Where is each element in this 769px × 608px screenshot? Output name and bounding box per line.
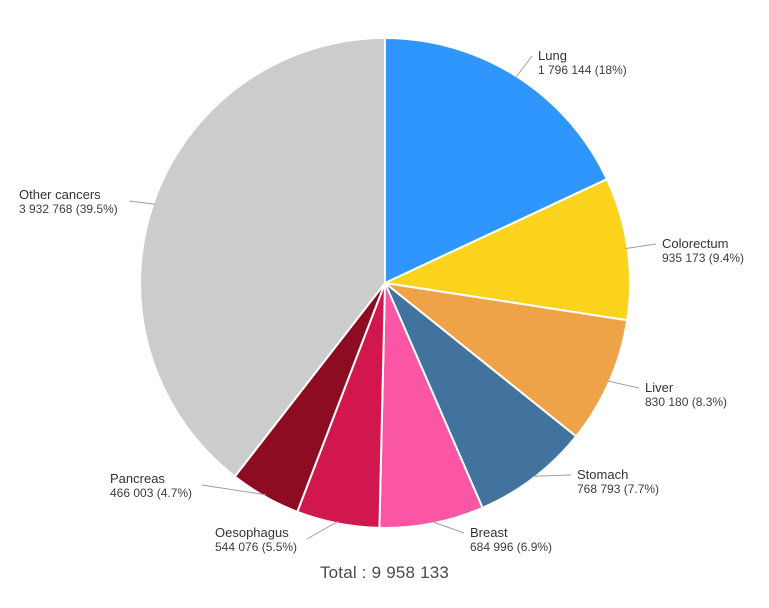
leader-line [515,55,533,79]
slice-value-label: 3 932 768 (39.5%) [19,202,118,216]
leader-line [532,474,572,477]
leader-line [306,520,339,540]
slice-label: Colorectum [662,236,728,251]
leader-line [431,521,465,534]
slice-label: Stomach [577,467,628,482]
total-label: Total : 9 958 133 [319,563,450,582]
slice-value-label: 935 173 (9.4%) [662,251,744,265]
slice-value-label: 768 793 (7.7%) [577,482,659,496]
leader-line [625,243,657,249]
leader-line [129,200,156,205]
slice-value-label: 544 076 (5.5%) [215,540,297,554]
slice-label: Lung [538,48,567,63]
slice-value-label: 684 996 (6.9%) [470,540,552,554]
leader-line [201,484,266,496]
pie-slice-stomach[interactable] [384,282,578,509]
slice-label: Liver [645,380,674,395]
leader-line [607,380,640,389]
slice-label: Breast [470,525,508,540]
slice-value-label: 466 003 (4.7%) [110,486,192,500]
pie-slice-breast[interactable] [378,282,484,529]
slice-value-label: 830 180 (8.3%) [645,395,727,409]
slice-label: Oesophagus [215,525,289,540]
slice-label: Pancreas [110,471,165,486]
slice-label: Other cancers [19,187,101,202]
slice-value-label: 1 796 144 (18%) [538,63,627,77]
